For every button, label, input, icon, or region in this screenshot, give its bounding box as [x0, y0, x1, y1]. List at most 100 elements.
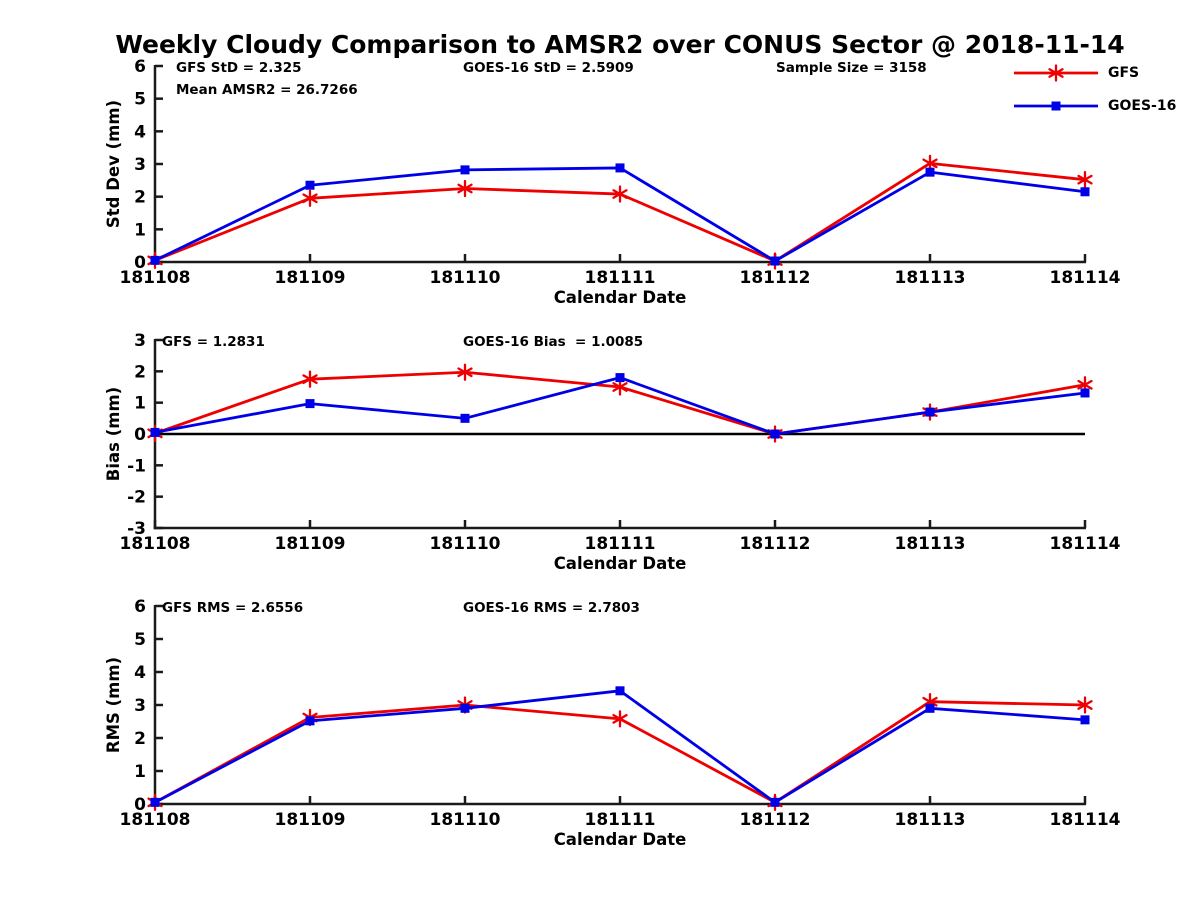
x-axis-label: Calendar Date — [554, 554, 687, 573]
goes-16-marker-bias-181108 — [150, 427, 160, 437]
gfs-marker-rms-181111 — [612, 710, 628, 728]
y-axis-label: RMS (mm) — [104, 657, 123, 753]
goes-16-marker-std-dev-181110 — [460, 165, 470, 175]
x-axis-label: Calendar Date — [554, 288, 687, 307]
y-tick-label: 1 — [134, 762, 146, 782]
x-tick-label: 181111 — [585, 268, 656, 288]
legend-label: GFS — [1108, 65, 1140, 81]
x-tick-label: 181110 — [430, 534, 501, 554]
goes-16-marker-rms-181112 — [770, 797, 780, 807]
gfs-marker-std-dev-181111 — [612, 185, 628, 203]
annotation-bias-0: GFS = 1.2831 — [162, 334, 265, 350]
goes-16-marker-rms-181108 — [150, 797, 160, 807]
x-tick-label: 181114 — [1050, 810, 1121, 830]
goes-16-marker-std-dev-181113 — [925, 167, 935, 177]
goes-16-marker-rms-181114 — [1080, 715, 1090, 725]
gfs-marker-std-dev-181110 — [457, 179, 473, 198]
x-axis-label: Calendar Date — [554, 830, 687, 849]
y-tick-label: 0 — [134, 253, 146, 273]
x-tick-label: 181109 — [275, 534, 346, 554]
goes-16-marker-rms-181109 — [305, 716, 315, 726]
goes-16-marker-std-dev-181112 — [770, 256, 780, 266]
x-tick-label: 181111 — [585, 534, 656, 554]
gfs-legend-marker-icon — [1014, 64, 1098, 82]
y-tick-label: 2 — [134, 362, 146, 382]
x-tick-label: 181113 — [895, 810, 966, 830]
x-tick-label: 181108 — [120, 534, 191, 554]
legend: GFS GOES-16 — [1012, 60, 1198, 126]
annotation-std-dev-3: Sample Size = 3158 — [776, 60, 927, 76]
goes-16-marker-bias-181112 — [770, 429, 780, 439]
y-tick-label: 0 — [134, 795, 146, 815]
gfs-marker-rms-181114 — [1077, 696, 1093, 714]
goes-16-marker-std-dev-181108 — [150, 255, 160, 265]
legend-square-icon — [1051, 101, 1061, 111]
x-tick-label: 181109 — [275, 810, 346, 830]
annotation-rms-1: GOES-16 RMS = 2.7803 — [463, 600, 640, 616]
y-tick-label: 4 — [134, 122, 146, 142]
goes-16-marker-bias-181109 — [305, 399, 315, 409]
y-axis-label: Bias (mm) — [104, 387, 123, 481]
legend-asterisk-icon — [1048, 64, 1064, 82]
x-tick-label: 181109 — [275, 268, 346, 288]
gfs-marker-std-dev-181114 — [1077, 171, 1093, 189]
x-tick-label: 181111 — [585, 810, 656, 830]
y-tick-label: 1 — [134, 220, 146, 240]
goes-16-marker-std-dev-181111 — [615, 163, 625, 173]
annotation-rms-0: GFS RMS = 2.6556 — [162, 600, 303, 616]
panel-rms: 0 1 2 3 4 5 6 181108 181109 181110 181111 181112 181… — [104, 597, 1121, 849]
goes-16-legend-marker-icon — [1014, 101, 1098, 111]
y-tick-label: -2 — [127, 488, 146, 508]
x-tick-label: 181112 — [740, 268, 811, 288]
x-tick-label: 181113 — [895, 534, 966, 554]
y-axis-label: Std Dev (mm) — [104, 100, 123, 228]
annotation-bias-1: GOES-16 Bias = 1.0085 — [463, 334, 643, 350]
y-tick-label: 3 — [134, 155, 146, 175]
goes-16-marker-rms-181110 — [460, 703, 470, 713]
x-tick-label: 181108 — [120, 268, 191, 288]
y-tick-label: -3 — [127, 519, 146, 539]
goes-16-marker-rms-181113 — [925, 703, 935, 713]
legend-item-gfs: GFS — [1012, 60, 1198, 86]
goes-16-marker-bias-181114 — [1080, 388, 1090, 398]
chart-title: Weekly Cloudy Comparison to AMSR2 over C… — [115, 30, 1125, 59]
y-tick-label: 1 — [134, 394, 146, 414]
gfs-marker-bias-181110 — [457, 363, 473, 381]
panel-std-dev: 0 1 2 3 4 5 6 181108 181109 181110 181111 181112 181… — [104, 57, 1121, 307]
annotation-std-dev-1: Mean AMSR2 = 26.7266 — [176, 82, 358, 98]
y-tick-label: 5 — [134, 90, 146, 110]
y-tick-label: 3 — [134, 331, 146, 351]
goes-16-marker-bias-181110 — [460, 413, 470, 423]
y-tick-label: 3 — [134, 696, 146, 716]
y-tick-label: -1 — [127, 456, 146, 476]
y-tick-label: 2 — [134, 729, 146, 749]
goes-16-marker-bias-181113 — [925, 407, 935, 417]
y-tick-label: 0 — [134, 425, 146, 445]
y-tick-label: 2 — [134, 188, 146, 208]
x-tick-label: 181114 — [1050, 534, 1121, 554]
x-tick-label: 181110 — [430, 268, 501, 288]
x-tick-label: 181112 — [740, 534, 811, 554]
goes-16-line-std-dev — [153, 166, 1087, 263]
legend-label: GOES-16 — [1108, 98, 1177, 114]
x-tick-label: 181108 — [120, 810, 191, 830]
x-tick-label: 181112 — [740, 810, 811, 830]
x-tick-label: 181114 — [1050, 268, 1121, 288]
y-tick-label: 5 — [134, 630, 146, 650]
goes-16-marker-bias-181111 — [615, 373, 625, 383]
goes-16-marker-std-dev-181114 — [1080, 187, 1090, 197]
y-tick-label: 6 — [134, 57, 146, 77]
gfs-line-std-dev — [153, 161, 1087, 263]
goes-16-line-rms — [153, 689, 1087, 804]
gfs-marker-bias-181109 — [302, 370, 318, 388]
x-tick-label: 181110 — [430, 810, 501, 830]
legend-item-goes-16: GOES-16 — [1012, 93, 1198, 119]
goes-16-marker-std-dev-181109 — [305, 180, 315, 190]
x-tick-label: 181113 — [895, 268, 966, 288]
panel-bias: -3 -2 -1 0 1 2 3 181108 181109 181110 181111 181112… — [104, 331, 1121, 573]
y-tick-label: 6 — [134, 597, 146, 617]
gfs-marker-std-dev-181109 — [302, 189, 318, 207]
y-tick-label: 4 — [134, 663, 146, 683]
